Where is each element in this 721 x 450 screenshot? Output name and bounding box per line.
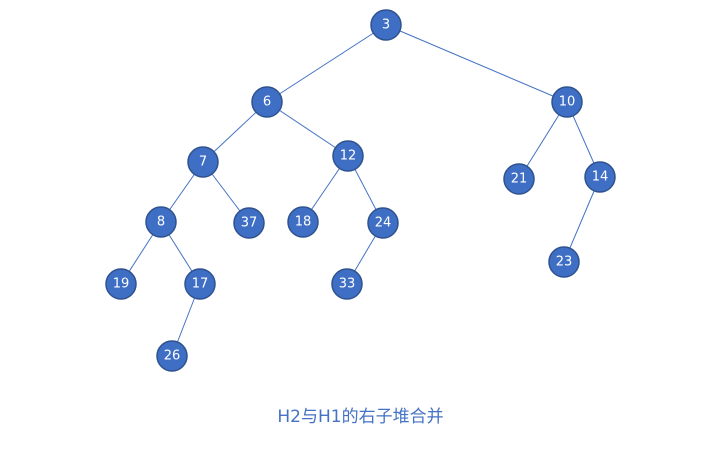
node-label: 12	[340, 149, 357, 164]
tree-node-19: 19	[105, 268, 137, 300]
node-circle	[503, 163, 535, 195]
tree-node-8: 8	[145, 206, 177, 238]
node-label: 17	[192, 277, 209, 292]
node-label: 19	[113, 277, 130, 292]
tree-edge-3-10	[385, 24, 568, 103]
tree-edge-6-12	[266, 101, 349, 157]
tree-node-24: 24	[367, 207, 399, 239]
tree-node-3: 3	[370, 9, 402, 41]
node-circle	[156, 340, 188, 372]
node-label: 6	[263, 95, 271, 110]
node-circle	[287, 206, 319, 238]
node-label: 24	[375, 216, 392, 231]
tree-node-14: 14	[584, 161, 616, 193]
node-label: 23	[556, 255, 573, 270]
node-circle	[367, 207, 399, 239]
node-label: 3	[382, 18, 390, 33]
tree-node-23: 23	[548, 246, 580, 278]
tree-node-10: 10	[551, 86, 583, 118]
node-label: 14	[592, 170, 609, 185]
node-circle	[187, 146, 219, 178]
tree-node-21: 21	[503, 163, 535, 195]
tree-node-18: 18	[287, 206, 319, 238]
node-circle	[548, 246, 580, 278]
node-label: 37	[241, 216, 258, 231]
node-label: 26	[164, 349, 181, 364]
node-label: 7	[199, 155, 207, 170]
tree-node-6: 6	[251, 86, 283, 118]
node-circle	[184, 268, 216, 300]
node-circle	[331, 268, 363, 300]
node-label: 8	[157, 215, 165, 230]
node-label: 21	[511, 172, 528, 187]
tree-node-17: 17	[184, 268, 216, 300]
node-circle	[105, 268, 137, 300]
node-circle	[551, 86, 583, 118]
tree-node-12: 12	[332, 140, 364, 172]
tree-node-26: 26	[156, 340, 188, 372]
tree-node-33: 33	[331, 268, 363, 300]
node-circle	[584, 161, 616, 193]
node-circle	[145, 206, 177, 238]
tree-nodes: 3 6 10 7 12 21 14 8 37 18 24 23 19 17 33 26	[105, 9, 616, 372]
diagram-caption: H2与H1的右子堆合并	[277, 407, 444, 427]
node-circle	[332, 140, 364, 172]
tree-node-37: 37	[233, 207, 265, 239]
tree-edge-3-6	[266, 24, 387, 103]
node-label: 18	[295, 215, 312, 230]
node-label: 10	[559, 95, 576, 110]
node-circle	[251, 86, 283, 118]
node-circle	[370, 9, 402, 41]
node-label: 33	[339, 277, 356, 292]
tree-node-7: 7	[187, 146, 219, 178]
node-circle	[233, 207, 265, 239]
